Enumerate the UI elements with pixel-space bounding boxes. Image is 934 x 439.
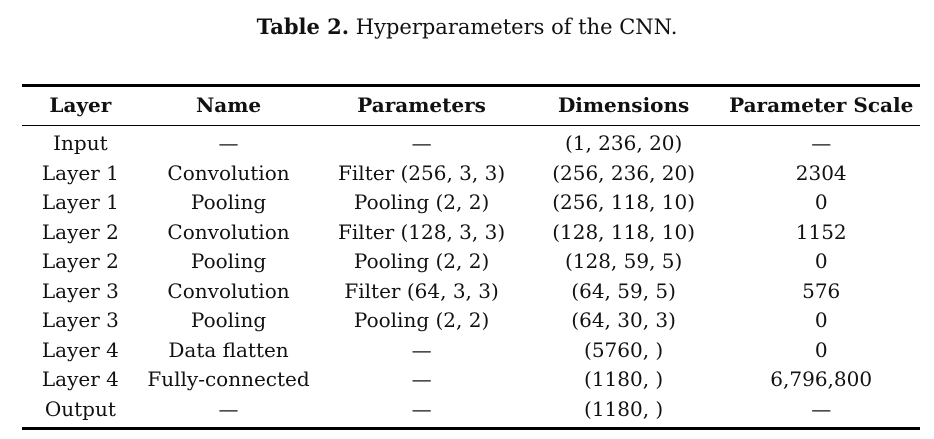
header-cell-dimensions: Dimensions [524,85,723,126]
table-cell: — [411,396,432,421]
table-cell: — [411,131,432,155]
table-header: Layer Name Parameters Dimensions Paramet… [22,85,920,126]
table-cell: — [218,396,239,421]
table-cell: Convolution [167,160,290,185]
table-cell: 0 [814,249,828,273]
table-row: Layer 2 Pooling Pooling (2, 2) (128, 59,… [22,247,920,277]
table-cell: Convolution [167,278,290,303]
table-row: Input — — (1, 236, 20) — [22,126,920,159]
header-cell-parameter-scale: Parameter Scale [722,85,920,126]
table-cell: (1180, ) [584,396,664,421]
header-cell-parameters: Parameters [318,85,525,126]
table-cell: 0 [814,190,828,214]
table-cell: Pooling (2, 2) [353,190,490,214]
table-cell: Output [44,396,116,421]
table-cell: — [411,337,432,362]
table-cell: (5760, ) [584,337,664,362]
table-cell: Layer 2 [41,249,119,273]
table-row: Layer 1 Convolution Filter (256, 3, 3) (… [22,159,920,189]
table-row: Layer 3 Pooling Pooling (2, 2) (64, 30, … [22,306,920,336]
table-row: Layer 3 Convolution Filter (64, 3, 3) (6… [22,277,920,307]
table-cell: 0 [814,337,828,362]
table-cell: (64, 59, 5) [571,278,676,303]
table-cell: 0 [814,308,828,332]
table-caption: Table 2. Hyperparameters of the CNN. [0,13,934,41]
table-cell: 1152 [795,219,847,244]
table-row: Layer 2 Convolution Filter (128, 3, 3) (… [22,218,920,248]
table-container: Layer Name Parameters Dimensions Paramet… [22,84,920,430]
table-cell: (256, 118, 10) [552,190,696,214]
table-cell: Pooling [190,190,267,214]
table-row: Layer 4 Data flatten — (5760, ) 0 [22,336,920,366]
table-cell: 576 [802,278,841,303]
table-cell: Pooling [190,308,267,332]
table-row: Output — — (1180, ) — [22,395,920,429]
table-cell: Layer 3 [41,308,119,332]
table-caption-label: Table 2. [256,14,350,39]
table-cell: Layer 4 [41,367,119,391]
table-cell: Pooling (2, 2) [353,308,490,332]
table-header-row: Layer Name Parameters Dimensions Paramet… [22,85,920,126]
header-cell-name: Name [138,85,319,126]
table-cell: Filter (128, 3, 3) [338,219,506,244]
table-cell: — [811,131,832,155]
table-cell: Filter (256, 3, 3) [338,160,506,185]
table-cell: 2304 [795,160,847,185]
table-cell: Pooling [190,249,267,273]
table-cell: (1, 236, 20) [564,131,683,155]
header-cell-layer: Layer [22,85,139,126]
table-cell: Input [53,131,108,155]
table-cell: Filter (64, 3, 3) [344,278,499,303]
table-cell: Layer 1 [41,160,119,185]
table-cell: — [811,396,832,421]
table-body: Input — — (1, 236, 20) — Layer 1 Convolu… [22,126,920,429]
table-caption-text: Hyperparameters of the CNN. [349,15,678,39]
table-cell: Layer 4 [41,337,119,362]
table-row: Layer 4 Fully-connected — (1180, ) 6,796… [22,365,920,395]
table-cell: Layer 2 [41,219,119,244]
table-cell: — [411,367,432,391]
table-cell: (128, 59, 5) [564,249,683,273]
table-cell: Fully-connected [147,367,310,391]
table-cell: Convolution [167,219,290,244]
table-cell: (256, 236, 20) [552,160,696,185]
table-row: Layer 1 Pooling Pooling (2, 2) (256, 118… [22,188,920,218]
table-cell: (1180, ) [584,367,664,391]
table-cell: 6,796,800 [770,367,873,391]
table-cell: Layer 1 [41,190,119,214]
table-cell: Pooling (2, 2) [353,249,490,273]
table-cell: — [218,131,239,155]
table-cell: (128, 118, 10) [552,219,696,244]
table-cell: Data flatten [168,337,289,362]
table-cell: (64, 30, 3) [571,308,676,332]
hyperparameters-table: Layer Name Parameters Dimensions Paramet… [22,84,920,430]
table-cell: Layer 3 [41,278,119,303]
